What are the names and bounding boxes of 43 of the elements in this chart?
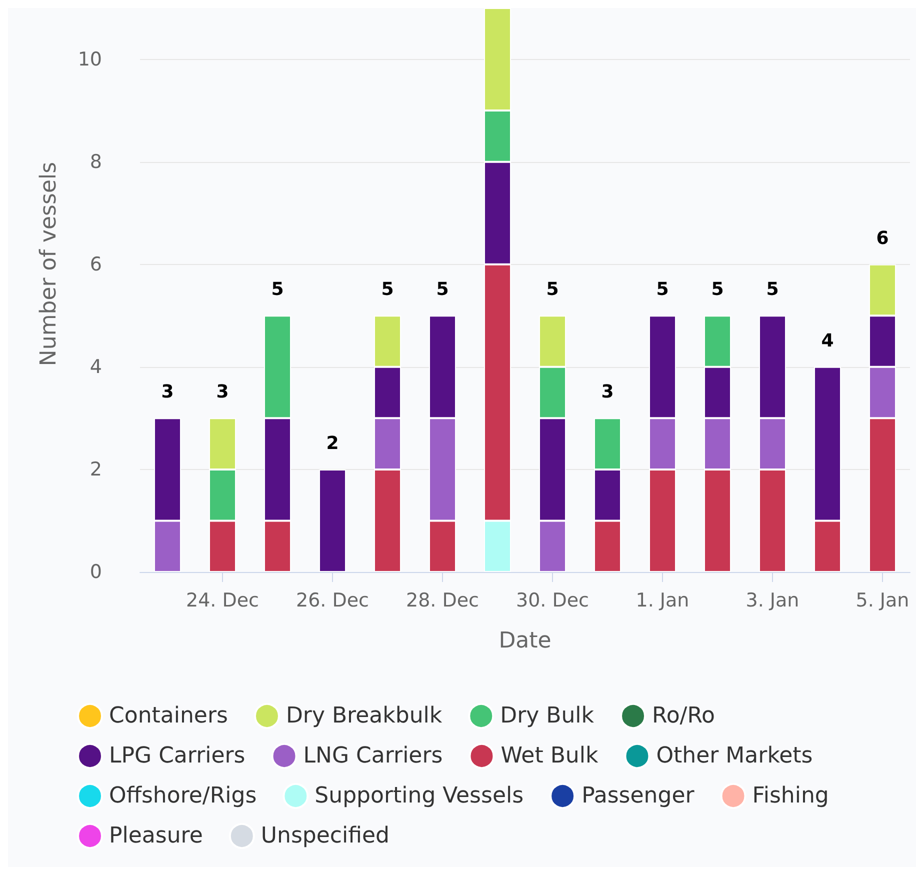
total-label: 5: [766, 279, 779, 300]
y-axis-title: Number of vessels: [36, 162, 62, 366]
total-label: 6: [876, 228, 889, 249]
legend-label: Ro/Ro: [652, 704, 715, 728]
total-label: 3: [161, 382, 174, 403]
total-label: 2: [326, 432, 339, 454]
legend-label: LNG Carriers: [303, 744, 443, 768]
x-tick-label: 24. Dec: [186, 590, 260, 612]
bar: [319, 469, 346, 572]
y-tick-label: 10: [78, 48, 102, 70]
y-tick-label: 2: [90, 458, 102, 480]
total-label: 5: [271, 279, 284, 300]
legend-label: Containers: [109, 704, 228, 728]
x-tick-label: 28. Dec: [406, 590, 480, 612]
total-label: 5: [656, 279, 669, 300]
y-tick-label: 0: [90, 561, 102, 583]
total-label: 5: [381, 279, 394, 300]
total-label: 5: [711, 279, 724, 300]
y-tick-label: 6: [90, 253, 102, 276]
x-tick-label: 1. Jan: [636, 590, 690, 612]
legend-label: Unspecified: [260, 824, 390, 848]
legend-label: LPG Carriers: [109, 744, 246, 768]
total-label: 4: [821, 330, 834, 352]
legend-label: Supporting Vessels: [314, 784, 524, 808]
x-tick-label: 3. Jan: [746, 590, 800, 612]
total-label: 5: [436, 279, 449, 300]
x-tick-label: 30. Dec: [516, 590, 590, 612]
total-label: 3: [601, 382, 614, 403]
total-label: 5: [546, 279, 559, 300]
x-axis-title: Date: [498, 628, 552, 654]
legend-label: Wet Bulk: [500, 744, 598, 768]
legend-label: Dry Bulk: [500, 704, 594, 728]
x-tick-label: 5. Jan: [856, 590, 910, 612]
legend-label: Dry Breakbulk: [286, 704, 442, 728]
legend-label: Other Markets: [656, 744, 813, 768]
y-tick-label: 4: [90, 356, 102, 378]
x-tick-label: 26. Dec: [296, 590, 370, 612]
legend-label: Offshore/Rigs: [109, 784, 257, 808]
legend-label: Fishing: [752, 784, 829, 808]
legend-label: Passenger: [582, 784, 696, 808]
legend-label: Pleasure: [109, 824, 203, 848]
y-tick-label: 8: [90, 150, 102, 173]
total-label: 3: [216, 382, 229, 403]
